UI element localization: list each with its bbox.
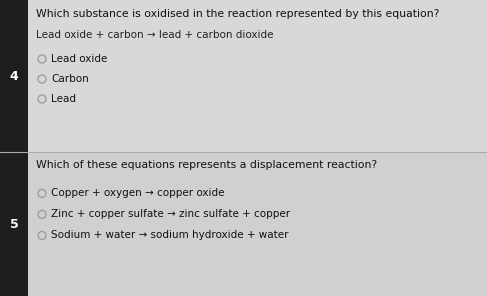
Text: Which substance is oxidised in the reaction represented by this equation?: Which substance is oxidised in the react…: [36, 9, 439, 19]
Bar: [0, 152, 487, 296]
Bar: [0, 0, 487, 152]
Text: 4: 4: [10, 70, 19, 83]
Text: Carbon: Carbon: [51, 74, 89, 84]
Bar: [0, 152, 28, 296]
Text: Which of these equations represents a displacement reaction?: Which of these equations represents a di…: [36, 160, 377, 170]
Text: Lead: Lead: [51, 94, 76, 104]
Bar: [0, 0, 28, 152]
Text: Zinc + copper sulfate → zinc sulfate + copper: Zinc + copper sulfate → zinc sulfate + c…: [51, 210, 290, 219]
Text: Copper + oxygen → copper oxide: Copper + oxygen → copper oxide: [51, 189, 225, 198]
Text: Lead oxide: Lead oxide: [51, 54, 107, 64]
Text: Sodium + water → sodium hydroxide + water: Sodium + water → sodium hydroxide + wate…: [51, 231, 288, 240]
Text: 5: 5: [10, 218, 19, 231]
Text: Lead oxide + carbon → lead + carbon dioxide: Lead oxide + carbon → lead + carbon diox…: [36, 30, 274, 40]
